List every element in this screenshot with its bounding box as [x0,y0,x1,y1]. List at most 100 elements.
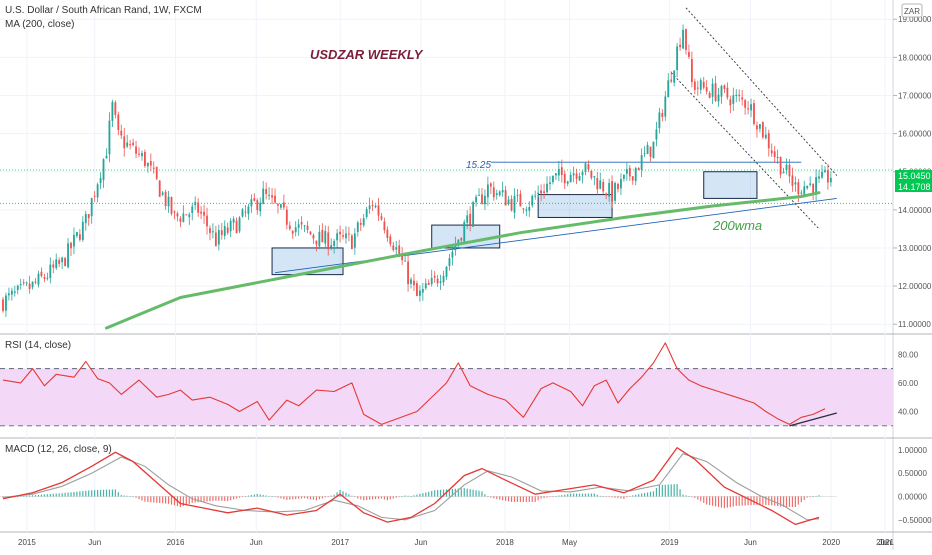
candle-body [229,220,232,232]
candle-body [776,156,779,158]
macd-histogram-bar [478,490,480,497]
candle-body [73,234,75,247]
candle-body [380,216,383,220]
macd-histogram-bar [472,489,474,497]
macd-histogram-bar [67,492,69,497]
macd-histogram-bar [706,496,708,505]
candle-body [37,273,40,285]
candle-body [217,230,220,245]
candle-body [120,130,123,136]
candle-body [13,291,16,293]
candle-body [634,168,637,182]
time-axis-label: May [562,538,577,547]
macd-histogram-bar [114,489,116,497]
macd-histogram-bar [283,496,285,500]
macd-histogram-bar [277,496,279,498]
macd-histogram-bar [709,496,711,506]
macd-histogram-bar [555,496,557,497]
macd-histogram-bar [744,496,746,506]
candle-body [389,236,392,245]
candle-body [421,288,424,293]
macd-histogram-bar [691,496,693,498]
macd-histogram-bar [256,493,258,497]
macd-histogram-bar [321,496,323,499]
candle-body [241,209,244,217]
macd-histogram-bar [599,495,601,497]
macd-histogram-bar [20,496,22,497]
candle-body [277,204,279,206]
candle-body [427,282,430,285]
price-tick-label: 11.00000 [898,320,931,329]
candle-body [108,120,111,155]
candle-body [649,146,652,157]
macd-histogram-bar [617,496,619,499]
macd-histogram-bar [717,496,720,507]
macd-histogram-bar [318,496,320,500]
candle-body [206,215,208,227]
macd-signal-line [2,453,820,521]
candle-body [164,191,167,206]
candle-body [750,104,752,111]
candle-body [800,192,803,194]
macd-histogram-bar [324,496,326,498]
candle-body [640,155,643,170]
candle-body [803,186,806,195]
macd-histogram-bar [132,496,134,498]
candle-body [688,52,690,57]
candle-body [614,182,616,201]
candle-body [492,187,495,198]
currency-badge[interactable]: ZAR [901,3,923,18]
macd-histogram-bar [573,493,575,497]
macd-histogram-bar [371,496,374,500]
candle-body [448,258,451,267]
candle-body [58,260,61,264]
macd-histogram-bar [510,496,513,502]
candle-body [365,209,368,217]
candle-body [182,213,185,222]
candle-body [682,29,684,49]
macd-histogram-bar [496,496,498,499]
candle-body [209,228,211,233]
macd-histogram-bar [26,495,28,497]
macd-histogram-bar [540,496,542,499]
candle-body [350,235,353,250]
macd-histogram-bar [608,496,610,498]
macd-histogram-bar [463,488,465,497]
candle-body [262,188,265,204]
candle-body [22,282,25,284]
candle-body [170,196,173,214]
candle-body [132,142,135,145]
macd-histogram-bar [301,496,303,499]
candle-body [617,183,619,189]
candle-body [758,124,761,129]
macd-histogram-bar [230,496,232,501]
candle-body [102,159,105,181]
macd-histogram-bar [487,496,489,498]
macd-histogram-bar [815,495,817,497]
macd-histogram-bar [493,496,495,499]
candle-body [144,151,146,166]
candle-body [593,176,596,178]
macd-histogram-bar [667,484,669,497]
macd-histogram-bar [40,494,43,497]
candle-body [702,81,705,88]
macd-histogram-bar [147,496,149,502]
macd-histogram-bar [505,496,507,501]
macd-histogram-bar [221,496,223,501]
macd-histogram-bar [17,496,19,498]
candle-body [747,108,749,110]
macd-histogram-bar [141,496,143,501]
macd-histogram-bar [605,496,607,498]
candle-body [353,233,356,248]
macd-histogram-bar [800,496,802,503]
candle-body [575,173,578,179]
candle-body [81,221,84,240]
candle-body [315,240,318,245]
macd-histogram-bar [534,496,536,502]
macd-histogram-bar [806,496,808,498]
candle-body [735,94,738,97]
candle-body [779,156,782,175]
macd-histogram-bar [159,496,161,504]
candle-body [552,175,554,183]
candle-body [818,176,820,179]
